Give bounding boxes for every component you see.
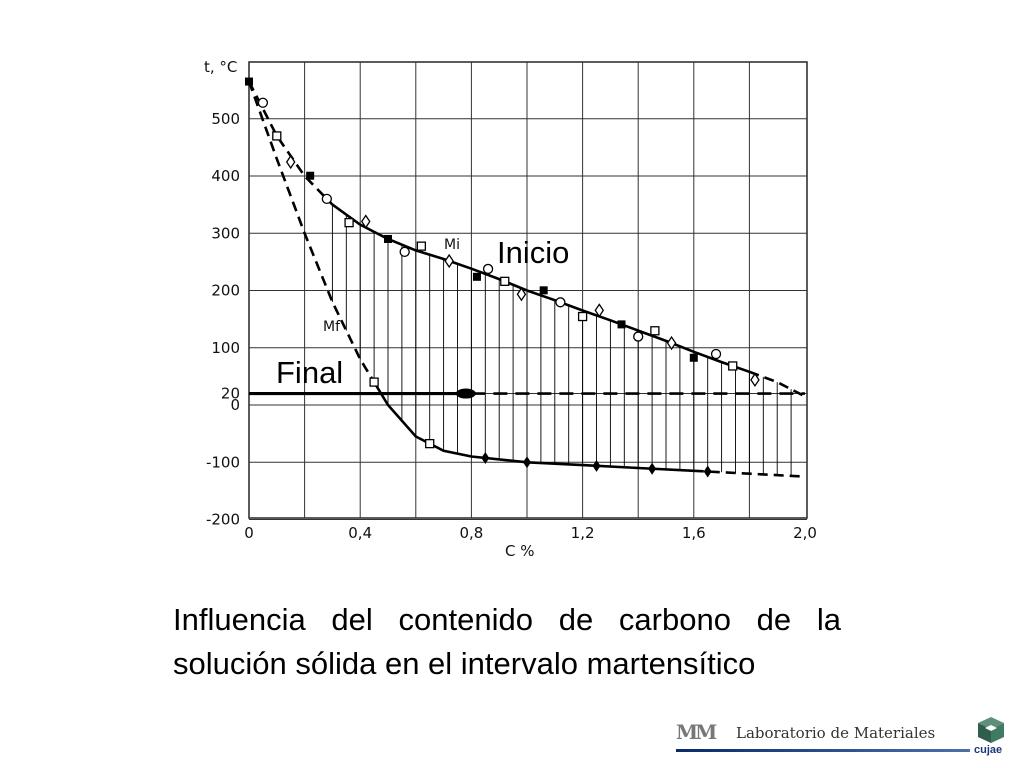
mf-curve xyxy=(372,381,694,473)
data-marker-filled xyxy=(539,286,548,295)
x-tick-label: 1,2 xyxy=(571,524,595,542)
lab-logo: MM xyxy=(676,720,717,744)
cujae-cube-icon xyxy=(978,717,1004,743)
data-marker-square xyxy=(272,131,282,141)
data-marker-circle xyxy=(482,263,494,275)
data-marker-diamond-filled xyxy=(703,465,712,478)
x-tick-label: 0 xyxy=(244,524,254,542)
data-marker-diamond-filled xyxy=(592,459,601,472)
data-marker-circle xyxy=(633,331,644,342)
data-marker-diamond-filled xyxy=(648,462,657,475)
data-marker-filled xyxy=(306,171,315,180)
x-tick-label: 0,8 xyxy=(459,524,483,542)
data-marker-filled xyxy=(617,320,626,329)
data-marker-filled xyxy=(472,272,481,281)
data-marker-square xyxy=(344,217,354,228)
data-marker-start xyxy=(245,77,253,86)
final-label: Final xyxy=(276,355,343,390)
y-tick-label: 0 xyxy=(230,396,240,414)
data-marker-square xyxy=(650,326,660,336)
x-tick-label: 2,0 xyxy=(793,524,817,542)
data-marker-square xyxy=(577,311,588,322)
x-tick-label: 1,6 xyxy=(682,524,706,542)
ms-curve-dashed-end xyxy=(748,370,806,398)
inicio-label: Inicio xyxy=(497,235,569,270)
x-tick-label: 0,4 xyxy=(348,524,372,542)
data-marker-diamond xyxy=(594,303,605,318)
data-marker-cluster xyxy=(455,388,476,399)
data-marker-filled xyxy=(689,353,698,362)
mi-label: Mi xyxy=(444,237,460,253)
mf-label: Mf xyxy=(323,319,341,335)
ms-curve xyxy=(331,203,750,374)
data-marker-circle xyxy=(399,246,410,257)
data-marker-diamond xyxy=(516,287,527,302)
data-marker-square xyxy=(369,377,379,387)
data-marker-circle xyxy=(555,297,566,308)
mf-curve-dashed-start xyxy=(247,81,376,383)
y-tick-label: 20 xyxy=(221,385,240,403)
data-marker-diamond xyxy=(285,154,296,170)
data-marker-circle xyxy=(321,193,332,205)
data-marker-diamond xyxy=(360,214,371,229)
slide-caption: Influencia del contenido de carbono de l… xyxy=(173,602,841,681)
y-tick-label: 100 xyxy=(211,339,240,357)
lab-name: Laboratorio de Materiales xyxy=(736,724,936,742)
data-marker-diamond xyxy=(666,335,677,351)
data-marker-square xyxy=(416,241,427,251)
data-marker-circle xyxy=(710,348,722,360)
chart-markers xyxy=(245,77,760,478)
footer-rule xyxy=(676,749,970,752)
data-marker-filled xyxy=(384,234,392,243)
data-marker-diamond-filled xyxy=(523,456,531,469)
y-tick-label: -100 xyxy=(206,453,240,471)
y-tick-label: -200 xyxy=(206,511,240,529)
data-marker-square xyxy=(728,361,738,371)
data-marker-square xyxy=(425,438,435,449)
y-tick-label: 200 xyxy=(211,282,240,300)
data-marker-square xyxy=(500,276,510,286)
data-marker-diamond xyxy=(444,253,454,269)
data-marker-diamond xyxy=(750,372,760,388)
mf-curve-dashed-end xyxy=(693,469,806,478)
y-axis-label: t, °C xyxy=(204,58,237,76)
y-tick-label: 300 xyxy=(211,224,240,242)
y-tick-label: 500 xyxy=(211,110,240,128)
footer-branding: MM Laboratorio de Materiales cujae xyxy=(676,716,1016,762)
x-axis-label: C % xyxy=(505,542,535,560)
y-tick-label: 400 xyxy=(211,167,240,185)
data-marker-diamond-filled xyxy=(481,451,490,464)
cujae-name: cujae xyxy=(974,744,1003,756)
data-marker-circle xyxy=(257,97,269,108)
